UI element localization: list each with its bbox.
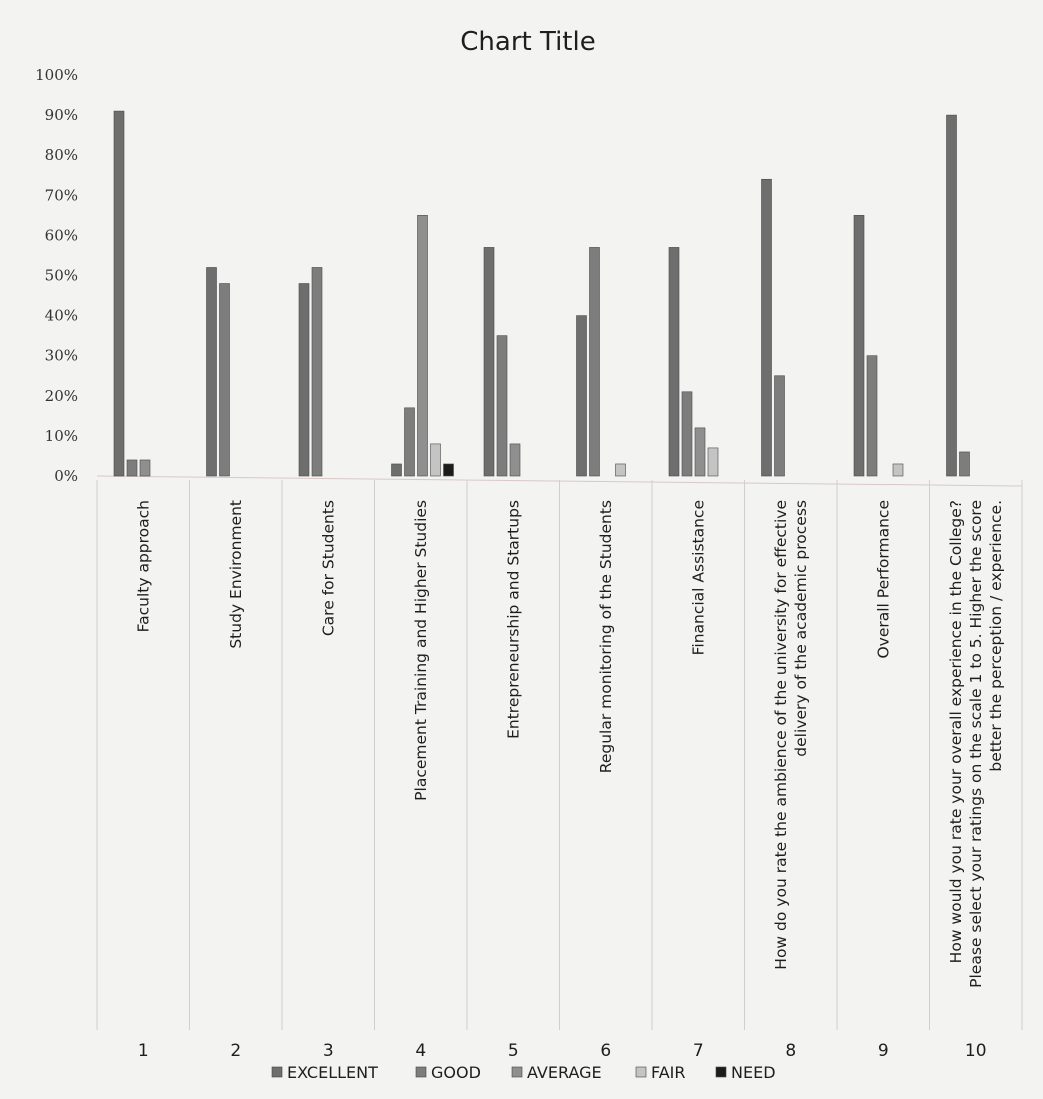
category-number: 3 — [323, 1041, 334, 1061]
legend-item: EXCELLENT — [271, 1063, 378, 1082]
category-label-line: Entrepreneurship and Startups — [504, 500, 522, 739]
y-tick-label: 90% — [45, 106, 78, 124]
bar-good — [589, 247, 600, 477]
bar-good — [959, 451, 970, 477]
bar-excellent — [576, 315, 587, 477]
category-label: Entrepreneurship and Startups — [504, 500, 522, 739]
chart-title: Chart Title — [460, 27, 595, 57]
bars — [113, 110, 970, 477]
category-label: Faculty approach — [134, 500, 152, 632]
bar-excellent — [113, 110, 125, 477]
bar-excellent — [946, 114, 957, 477]
y-tick-label: 70% — [45, 186, 78, 204]
category-label-line: better the perception / experience. — [987, 500, 1005, 772]
bar-good — [774, 375, 785, 477]
bar-excellent — [483, 247, 495, 477]
legend-swatch — [271, 1066, 283, 1078]
y-tick-label: 10% — [45, 427, 78, 445]
category-number: 4 — [415, 1041, 426, 1061]
bar-excellent — [668, 247, 680, 477]
category-label: How do you rate the ambience of the univ… — [772, 500, 810, 970]
bar-excellent — [761, 178, 772, 477]
category-label-line: Regular monitoring of the Students — [597, 500, 615, 773]
y-tick-label: 100% — [35, 66, 78, 84]
y-tick-label: 0% — [54, 467, 78, 485]
legend-item: FAIR — [635, 1063, 686, 1082]
y-tick-label: 30% — [45, 347, 78, 365]
bar-excellent — [853, 215, 865, 477]
category-label: Placement Training and Higher Studies — [412, 500, 430, 801]
category-label-line: How do you rate the ambience of the univ… — [772, 500, 790, 970]
category-label-line: Please select your ratings on the scale … — [967, 500, 985, 988]
bar-good — [496, 335, 508, 477]
category-label-line: Faculty approach — [134, 500, 152, 632]
category-label: Overall Performance — [874, 500, 892, 659]
legend-label: AVERAGE — [527, 1063, 602, 1082]
bar-average — [694, 427, 706, 477]
category-number: 5 — [508, 1041, 519, 1061]
legend-item: AVERAGE — [511, 1063, 602, 1082]
bar-average — [417, 215, 428, 477]
category-label: Study Environment — [227, 500, 245, 649]
legend-swatch — [715, 1066, 727, 1078]
category-number: 1 — [138, 1041, 149, 1061]
bar-fair — [430, 443, 441, 477]
bar-fair — [892, 463, 904, 477]
legend-swatch — [635, 1066, 647, 1078]
category-number: 2 — [230, 1041, 241, 1061]
bar-good — [311, 267, 323, 477]
legend-swatch — [511, 1066, 523, 1078]
legend-swatch — [415, 1066, 427, 1078]
legend: EXCELLENT GOOD AVERAGE FAIR NEED — [271, 1063, 776, 1082]
bar-fair — [615, 463, 626, 477]
bar-good — [404, 407, 415, 477]
category-label: Care for Students — [319, 500, 337, 636]
category-label: Regular monitoring of the Students — [597, 500, 615, 773]
category-label-line: Study Environment — [227, 500, 245, 649]
legend-label: FAIR — [651, 1063, 686, 1082]
y-tick-label: 20% — [45, 387, 78, 405]
category-label: Financial Assistance — [689, 500, 707, 655]
category-number: 7 — [693, 1041, 704, 1061]
legend-label: GOOD — [431, 1063, 481, 1082]
y-tick-label: 50% — [45, 267, 78, 285]
bar-good — [866, 355, 878, 477]
category-label-line: How would you rate your overall experien… — [947, 500, 965, 963]
legend-item: NEED — [715, 1063, 776, 1082]
bar-good — [126, 459, 138, 477]
bar-excellent — [391, 463, 402, 477]
category-label-line: delivery of the academic process — [792, 500, 810, 757]
bar-average — [509, 443, 521, 477]
category-label-line: Overall Performance — [874, 500, 892, 659]
bar-good — [219, 283, 230, 477]
category-number: 9 — [878, 1041, 889, 1061]
category-number: 8 — [785, 1041, 796, 1061]
y-axis: 0% 10% 20% 30% 40% 50% 60% 70% 80% 90% 100% — [35, 66, 78, 485]
bar-good — [681, 391, 693, 477]
category-label-line: Placement Training and Higher Studies — [412, 500, 430, 801]
legend-label: NEED — [731, 1063, 776, 1082]
category-label-line: Financial Assistance — [689, 500, 707, 655]
legend-label: EXCELLENT — [287, 1063, 378, 1082]
category-label: How would you rate your overall experien… — [947, 500, 1005, 988]
bar-need — [443, 463, 454, 477]
y-tick-label: 40% — [45, 307, 78, 325]
bar-excellent — [206, 267, 217, 477]
y-tick-label: 80% — [45, 146, 78, 164]
y-tick-label: 60% — [45, 226, 78, 244]
bar-excellent — [298, 283, 310, 477]
bar-average — [139, 459, 151, 477]
category-number: 6 — [600, 1041, 611, 1061]
category-number: 10 — [965, 1041, 987, 1061]
category-table: Faculty approach 1 Study Environment 2 Care … — [96, 475, 1023, 1061]
legend-item: GOOD — [415, 1063, 481, 1082]
bar-fair — [707, 447, 719, 477]
category-label-line: Care for Students — [319, 500, 337, 636]
